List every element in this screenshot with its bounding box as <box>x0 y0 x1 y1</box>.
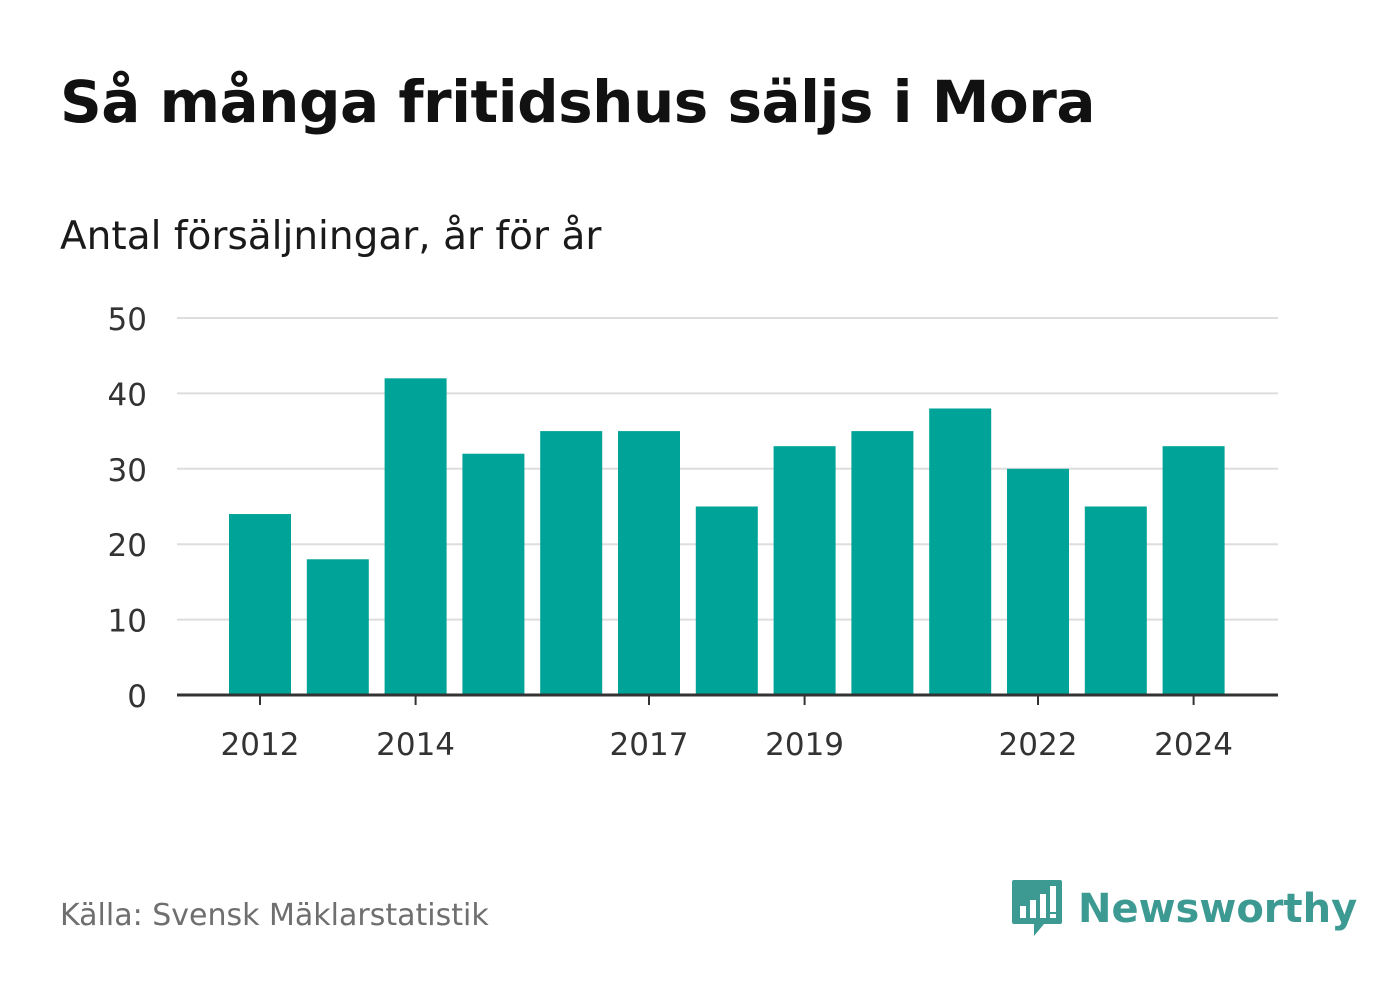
chart-subtitle: Antal försäljningar, år för år <box>60 214 602 259</box>
brand-name: Newsworthy <box>1078 886 1358 932</box>
chart-title: Så många fritidshus säljs i Mora <box>60 68 1096 136</box>
x-tick-label: 2024 <box>1154 727 1233 763</box>
y-tick-label: 50 <box>108 302 147 338</box>
bar-2021 <box>929 408 992 695</box>
y-tick-label: 10 <box>108 604 147 640</box>
bar-2024 <box>1162 446 1225 695</box>
bar-chart-speech-bubble-icon <box>1012 880 1062 936</box>
x-tick-label: 2019 <box>765 727 844 763</box>
y-tick-label: 40 <box>108 377 147 413</box>
x-tick-label: 2017 <box>610 727 689 763</box>
bar-2018 <box>695 506 758 695</box>
bar-2019 <box>773 446 836 695</box>
bar-2014 <box>384 378 447 695</box>
y-tick-label: 20 <box>108 528 147 564</box>
source-note: Källa: Svensk Mäklarstatistik <box>60 898 489 933</box>
bar-2015 <box>462 453 525 695</box>
bar-2017 <box>618 431 680 695</box>
newsworthy-logo[interactable]: Newsworthy <box>1010 878 1357 940</box>
x-tick-label: 2022 <box>999 727 1078 763</box>
bar-2023 <box>1084 506 1147 695</box>
bar-2012 <box>229 514 291 695</box>
x-tick-label: 2014 <box>376 727 455 763</box>
y-tick-label: 30 <box>108 453 147 489</box>
x-tick-label: 2012 <box>221 727 300 763</box>
y-tick-label: 0 <box>127 679 147 715</box>
bar-2016 <box>540 431 603 695</box>
bars <box>229 378 1225 695</box>
bar-2020 <box>851 431 914 695</box>
axes: 0 10 20 30 40 50 2012 2014 2017 2019 2022 2024 <box>108 302 1278 763</box>
bar-2013 <box>306 559 369 695</box>
bar-2022 <box>1007 468 1069 695</box>
